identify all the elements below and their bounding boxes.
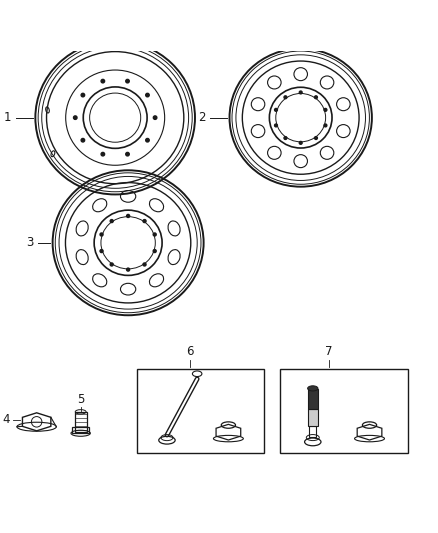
Circle shape bbox=[284, 136, 287, 140]
Text: 7: 7 bbox=[325, 345, 332, 358]
Circle shape bbox=[275, 108, 277, 111]
Circle shape bbox=[110, 263, 113, 266]
Circle shape bbox=[146, 139, 149, 142]
Text: 4: 4 bbox=[2, 413, 10, 426]
Text: 3: 3 bbox=[26, 236, 33, 249]
Circle shape bbox=[299, 91, 302, 94]
Circle shape bbox=[101, 152, 105, 156]
Circle shape bbox=[143, 263, 146, 266]
Bar bbox=[280, 369, 408, 453]
Bar bbox=[308, 389, 318, 409]
Ellipse shape bbox=[307, 386, 318, 391]
Circle shape bbox=[100, 233, 103, 236]
Circle shape bbox=[153, 116, 157, 119]
Circle shape bbox=[153, 249, 156, 253]
Circle shape bbox=[314, 96, 318, 99]
Bar bbox=[308, 409, 318, 426]
Bar bbox=[137, 369, 264, 453]
Circle shape bbox=[153, 233, 156, 236]
Bar bbox=[72, 427, 89, 433]
Text: 5: 5 bbox=[77, 393, 85, 406]
Circle shape bbox=[314, 136, 318, 140]
Text: 6: 6 bbox=[187, 345, 194, 358]
Circle shape bbox=[284, 96, 287, 99]
Bar bbox=[309, 426, 316, 437]
Circle shape bbox=[275, 124, 277, 127]
Circle shape bbox=[81, 139, 85, 142]
Circle shape bbox=[126, 79, 129, 83]
Bar bbox=[74, 412, 87, 432]
Circle shape bbox=[127, 214, 130, 217]
Circle shape bbox=[324, 108, 327, 111]
Circle shape bbox=[74, 116, 77, 119]
Text: 1: 1 bbox=[4, 111, 12, 124]
Circle shape bbox=[146, 93, 149, 97]
Circle shape bbox=[101, 79, 105, 83]
Circle shape bbox=[143, 220, 146, 223]
Circle shape bbox=[110, 220, 113, 223]
Circle shape bbox=[100, 249, 103, 253]
Circle shape bbox=[324, 124, 327, 127]
Text: 2: 2 bbox=[198, 111, 206, 124]
Circle shape bbox=[299, 141, 302, 144]
Circle shape bbox=[126, 152, 129, 156]
Circle shape bbox=[81, 93, 85, 97]
Circle shape bbox=[127, 268, 130, 271]
